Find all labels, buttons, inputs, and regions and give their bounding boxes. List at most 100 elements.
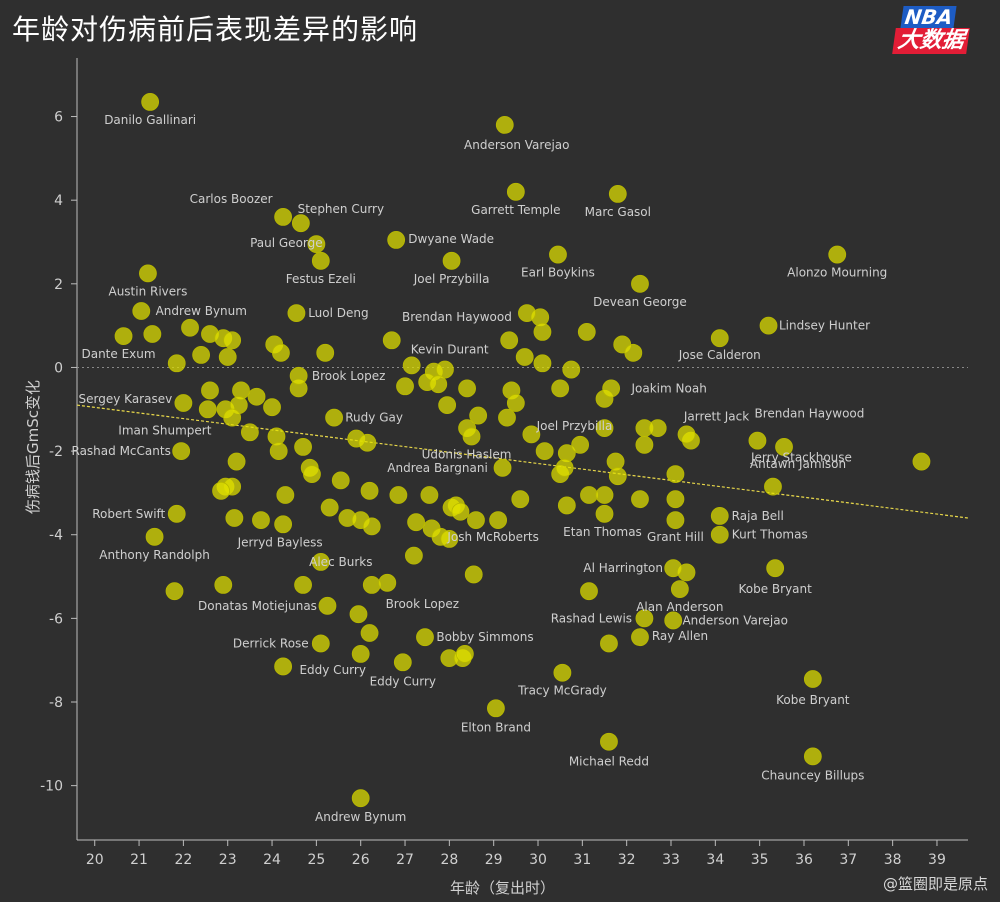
point-label: Andrew Bynum	[156, 304, 247, 318]
data-point	[307, 235, 326, 253]
point-label: Iman Shumpert	[118, 423, 211, 437]
data-point	[511, 490, 530, 509]
watermark: @篮圈即是原点	[882, 875, 988, 893]
data-point	[247, 387, 266, 406]
data-point	[631, 490, 649, 509]
x-tick-label: 33	[662, 852, 680, 868]
point-label: Brendan Haywood	[755, 407, 865, 421]
data-point	[467, 511, 485, 529]
y-tick-label: -6	[49, 611, 63, 627]
data-point	[506, 394, 525, 412]
point-label: Udonis Haslem	[422, 447, 512, 461]
data-point	[533, 354, 552, 373]
data-point	[489, 511, 508, 529]
point-label: Brook Lopez	[312, 369, 385, 383]
y-tick-label: -2	[49, 444, 63, 460]
data-point	[451, 502, 470, 521]
data-point	[555, 458, 574, 477]
x-tick-label: 30	[529, 852, 547, 868]
data-point	[515, 348, 534, 366]
data-point	[360, 624, 379, 642]
data-point	[912, 452, 931, 471]
point-label: Kurt Thomas	[732, 528, 808, 542]
data-point	[143, 325, 162, 343]
data-point	[165, 582, 184, 601]
data-point	[436, 360, 454, 379]
x-tick-label: 29	[485, 852, 503, 868]
data-point	[351, 645, 370, 663]
data-point	[223, 408, 242, 427]
point-label: Anthony Randolph	[99, 548, 210, 562]
data-point	[240, 423, 259, 442]
point-label: Festus Ezeli	[286, 272, 356, 286]
point-label: Austin Rivers	[108, 284, 187, 298]
point-label: Joakim Noah	[631, 381, 707, 395]
point-label: Dwyane Wade	[408, 232, 494, 246]
x-axis-label: 年龄（复出时）	[450, 879, 555, 897]
x-tick-label: 24	[263, 852, 281, 868]
data-point	[670, 580, 689, 598]
data-point	[764, 477, 782, 496]
data-point	[227, 452, 246, 471]
data-point	[294, 438, 312, 456]
data-point	[362, 576, 381, 594]
point-label: Luol Deng	[308, 306, 368, 320]
point-label: Alec Burks	[309, 555, 372, 569]
data-point	[232, 381, 250, 400]
data-point	[606, 452, 625, 471]
data-point	[387, 231, 406, 249]
x-tick-label: 34	[706, 852, 724, 868]
data-point	[469, 406, 488, 425]
data-point	[506, 182, 525, 201]
point-label: Dante Exum	[81, 347, 155, 361]
x-tick-label: 39	[928, 852, 946, 868]
data-point	[803, 747, 822, 766]
data-point	[487, 699, 505, 718]
point-label: Anderson Varejao	[464, 138, 569, 152]
data-point	[500, 331, 519, 350]
data-point	[631, 628, 649, 647]
data-point	[276, 486, 295, 504]
point-label: Rudy Gay	[345, 411, 403, 425]
data-point	[677, 425, 696, 444]
data-point	[269, 442, 288, 460]
data-point	[664, 559, 683, 578]
chart-title: 年龄对伤病前后表现差异的影响	[12, 13, 419, 46]
data-point	[518, 304, 536, 322]
data-point	[407, 513, 426, 532]
data-point	[557, 496, 576, 515]
data-point	[429, 375, 448, 394]
data-point	[225, 509, 244, 527]
data-point	[174, 394, 193, 412]
data-point	[710, 507, 729, 525]
point-label: Chauncey Billups	[761, 768, 864, 782]
x-tick-label: 32	[618, 852, 636, 868]
data-point	[214, 576, 233, 594]
data-point	[522, 425, 541, 444]
data-point	[551, 379, 570, 398]
point-label: Elton Brand	[461, 720, 531, 734]
data-point	[666, 511, 685, 529]
data-point	[498, 408, 516, 427]
data-point	[132, 302, 151, 320]
data-point	[442, 251, 461, 270]
y-tick-label: 6	[54, 110, 63, 126]
data-point	[533, 323, 552, 341]
data-point	[320, 498, 339, 517]
x-tick-label: 28	[440, 852, 458, 868]
data-point	[404, 546, 423, 565]
data-point	[775, 438, 793, 456]
data-point	[362, 517, 381, 536]
data-point	[666, 490, 685, 509]
x-tick-label: 36	[795, 852, 813, 868]
point-label: Brook Lopez	[386, 597, 459, 611]
x-tick-label: 26	[352, 852, 370, 868]
point-label: Eddy Curry	[299, 663, 365, 677]
x-tick-label: 38	[884, 852, 902, 868]
data-point	[635, 609, 654, 628]
y-tick-label: 4	[54, 193, 63, 209]
data-point	[803, 670, 822, 688]
x-tick-label: 35	[751, 852, 769, 868]
point-label: Kobe Bryant	[776, 693, 850, 707]
point-label: Ray Allen	[652, 629, 708, 643]
